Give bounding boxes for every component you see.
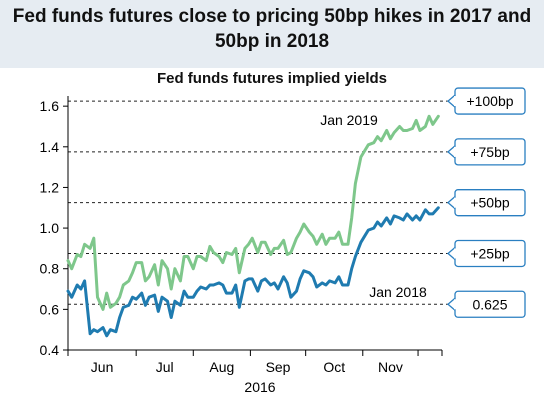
x-tick-label-2: Aug [209,359,234,375]
title-banner [0,0,544,68]
x-tick-label-1: Jul [156,359,174,375]
y-tick-label-4: 1.2 [40,179,60,195]
x-tick-label-0: Jun [91,359,114,375]
callout-label-1: +75bp [470,144,510,160]
annotation-bg-0 [313,112,385,129]
callout-label-4: 0.625 [472,296,507,312]
axes: 0.4 0.6 0.8 1.0 1.2 1.4 1.6 Jun Jul Aug Sep Oct Nov 2… [40,96,443,395]
y-tick-label-2: 0.8 [40,261,60,277]
chart-subtitle: Fed funds futures implied yields [156,70,388,87]
callout-pointer-4 [447,297,456,311]
y-tick-label-3: 1.0 [40,220,60,236]
series-line-0 [66,114,440,311]
chart-title: Fed funds futures close to pricing 50bp … [12,6,532,52]
y-tick-label-0: 0.4 [40,342,60,358]
callout-label-3: +25bp [470,245,510,261]
y-tick-label-6: 1.6 [40,98,60,114]
x-tick-label-5: Nov [378,359,403,375]
series-annotation-1: Jan 2018 [369,284,427,300]
series-annotation-0: Jan 2019 [320,112,378,128]
y-tick-label-5: 1.4 [40,139,60,155]
x-tick-label-3: Sep [266,359,291,375]
callout-pointer-0 [447,94,456,108]
x-axis-title: 2016 [244,379,275,395]
y-tick-label-1: 0.6 [40,301,60,317]
reference-lines [68,100,448,305]
callout-pointer-2 [447,196,456,210]
callout-pointer-3 [447,246,456,260]
reference-callouts: +100bp +75bp +50bp +25bp 0.625 [447,87,526,318]
callout-pointer-1 [447,145,456,159]
callout-label-0: +100bp [466,93,513,109]
callout-label-2: +50bp [470,195,510,211]
series-lines [66,114,440,338]
x-tick-label-4: Oct [323,359,345,375]
series-labels: Jan 2019 Jan 2018 [313,112,434,301]
annotation-bg-1 [362,284,434,301]
series-line-1 [66,206,440,338]
